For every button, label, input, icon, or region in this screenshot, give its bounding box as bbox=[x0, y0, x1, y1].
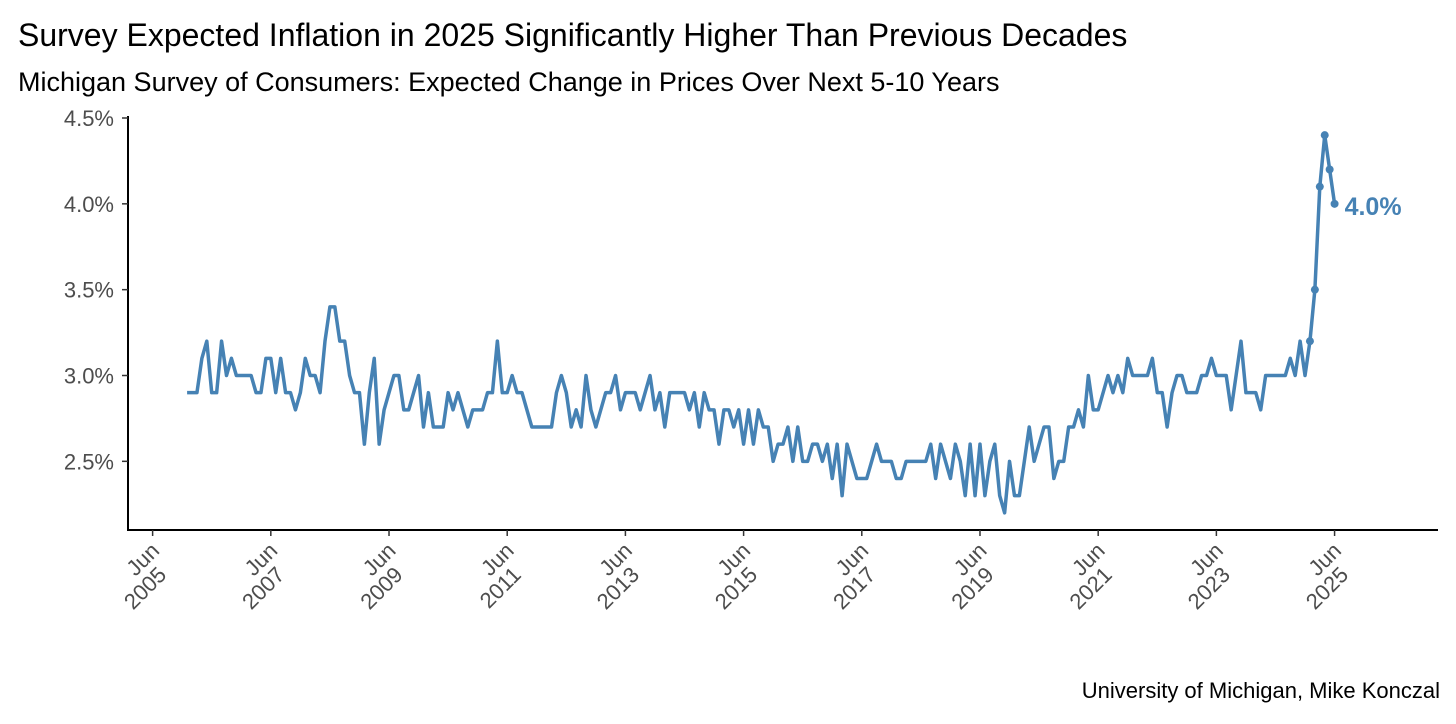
y-tick-label: 3.5% bbox=[64, 278, 114, 303]
y-tick-label: 3.0% bbox=[64, 364, 114, 389]
x-tick-label: Jun2017 bbox=[813, 538, 889, 614]
data-point bbox=[1305, 337, 1314, 346]
y-tick-label: 4.0% bbox=[64, 192, 114, 217]
data-point bbox=[1315, 182, 1324, 191]
y-tick-label: 2.5% bbox=[64, 449, 114, 474]
y-tick-label: 4.5% bbox=[64, 106, 114, 131]
chart-subtitle: Michigan Survey of Consumers: Expected C… bbox=[18, 67, 999, 97]
x-tick-label: Jun2025 bbox=[1285, 538, 1361, 614]
data-point bbox=[1320, 131, 1329, 140]
data-point bbox=[1325, 165, 1334, 174]
data-point bbox=[1310, 285, 1319, 294]
chart-title: Survey Expected Inflation in 2025 Signif… bbox=[18, 17, 1127, 53]
end-label: 4.0% bbox=[1345, 193, 1402, 221]
x-tick-label: Jun2013 bbox=[576, 538, 652, 614]
source-note: University of Michigan, Mike Konczal bbox=[1082, 678, 1440, 703]
x-tick-label: Jun2023 bbox=[1167, 538, 1243, 614]
x-tick-label: Jun2009 bbox=[340, 538, 416, 614]
x-tick-label: Jun2015 bbox=[694, 538, 770, 614]
x-tick-label: Jun2005 bbox=[103, 538, 179, 614]
data-point bbox=[1330, 199, 1339, 208]
data-line bbox=[187, 133, 1337, 515]
x-tick-label: Jun2011 bbox=[459, 538, 534, 613]
x-tick-label: Jun2019 bbox=[931, 538, 1007, 614]
x-tick-label: Jun2021 bbox=[1049, 538, 1125, 614]
x-tick-label: Jun2007 bbox=[222, 538, 298, 614]
